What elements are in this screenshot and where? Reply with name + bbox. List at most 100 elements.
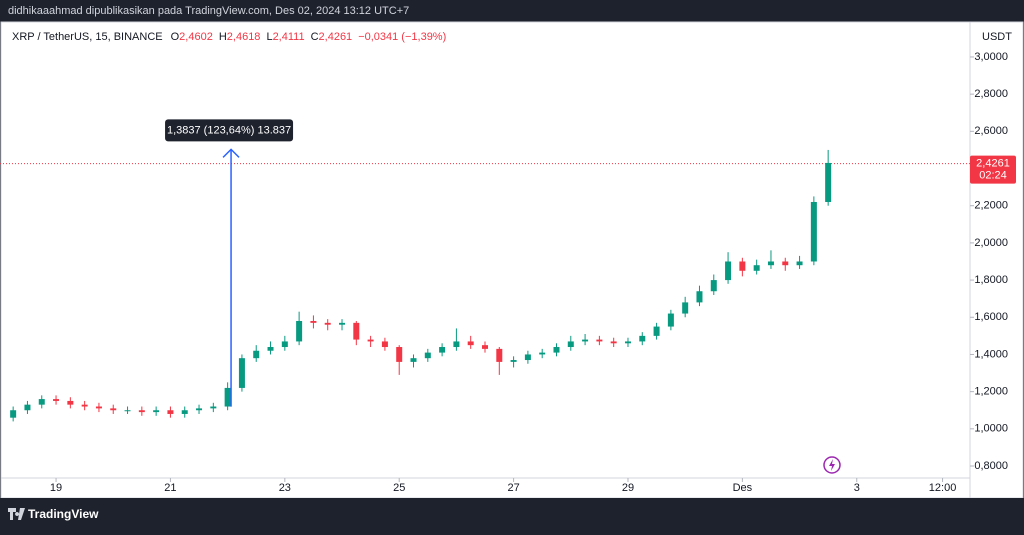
- price-unit: USDT: [982, 31, 1012, 43]
- candle-body: [53, 399, 60, 401]
- measure-box: [165, 119, 294, 142]
- ohlc-label: C: [311, 31, 319, 43]
- candle-body: [310, 320, 317, 323]
- candle-body: [753, 265, 760, 271]
- candle-body: [553, 347, 560, 353]
- candle-body: [539, 352, 546, 355]
- candle-body: [367, 339, 374, 342]
- candle-body: [167, 410, 174, 414]
- y-tick-label: 0,8000: [974, 460, 1008, 472]
- ohlc-value: 2,4261: [319, 31, 353, 43]
- header-title: didhikaaahmad dipublikasikan pada Tradin…: [8, 5, 409, 17]
- candle-body: [467, 341, 474, 346]
- candle-body: [482, 345, 488, 349]
- x-tick-label: 19: [50, 482, 62, 494]
- candle-body: [639, 335, 646, 342]
- candle-body: [124, 410, 131, 412]
- candle-body: [782, 261, 789, 266]
- candle-body: [725, 261, 732, 281]
- last-price-box: [970, 155, 1016, 184]
- y-tick-label: 1,0000: [974, 423, 1008, 435]
- y-tick-label: 2,6000: [974, 125, 1008, 137]
- y-tick-label: 1,4000: [974, 348, 1008, 360]
- candle-body: [81, 404, 88, 407]
- candle-body: [196, 408, 203, 411]
- candle-body: [567, 341, 574, 348]
- x-tick-label: 27: [507, 482, 519, 494]
- ohlc-label: L: [266, 31, 272, 43]
- candle-body: [281, 341, 288, 348]
- y-tick-label: 3,0000: [974, 51, 1008, 63]
- ohlc-value: 2,4111: [273, 31, 305, 43]
- candle-body: [510, 360, 517, 362]
- y-tick-label: 2,8000: [974, 88, 1008, 100]
- footer-bar: [0, 498, 1024, 530]
- x-tick-label: 29: [622, 482, 634, 494]
- brand-name: TradingView: [28, 507, 99, 521]
- x-tick-label: 23: [279, 482, 291, 494]
- symbol: XRP / TetherUS, 15, BINANCE: [12, 31, 163, 43]
- candle-body: [181, 410, 188, 414]
- symbol-legend: XRP / TetherUS, 15, BINANCE O2,4602 H2,461…: [12, 31, 446, 43]
- candle-body: [138, 410, 145, 413]
- candle-body: [796, 261, 803, 266]
- brand-logo: [8, 508, 25, 520]
- candle-body: [424, 352, 431, 359]
- candle-body: [353, 322, 360, 340]
- candle-body: [95, 406, 102, 409]
- candle-body: [610, 341, 617, 344]
- candle-body: [324, 322, 331, 325]
- candle-body: [496, 348, 503, 362]
- y-tick-label: 2,2000: [974, 200, 1008, 212]
- candle-body: [524, 354, 531, 361]
- x-tick-label: 12:00: [929, 482, 957, 494]
- x-tick-label: 25: [393, 482, 405, 494]
- candle-body: [624, 341, 631, 344]
- candle-body: [267, 347, 274, 351]
- ohlc-value: 2,4618: [227, 31, 261, 43]
- y-tick-label: 1,2000: [974, 386, 1008, 398]
- candle-body: [410, 358, 417, 362]
- candle-body: [238, 358, 245, 388]
- candle-body: [396, 347, 403, 362]
- candle-body: [596, 339, 603, 342]
- candle-body: [696, 291, 703, 303]
- candle-body: [210, 406, 217, 409]
- y-tick-label: 1,8000: [974, 274, 1008, 286]
- ohlc-value: 2,4602: [179, 31, 213, 43]
- candle-body: [682, 302, 689, 314]
- candle-body: [453, 341, 460, 348]
- candle-body: [67, 400, 74, 405]
- candle-body: [381, 341, 388, 348]
- candle-body: [10, 410, 17, 418]
- lightning-icon[interactable]: [823, 456, 841, 474]
- candle-body: [439, 347, 446, 353]
- y-tick-label: 2,0000: [974, 237, 1008, 249]
- candle-body: [739, 261, 746, 271]
- candle-body: [296, 320, 303, 342]
- ohlc-label: O: [171, 31, 180, 43]
- measure-arrowhead: [222, 148, 240, 158]
- lightning-glyph: [829, 459, 835, 471]
- ohlc-label: H: [219, 31, 227, 43]
- candle-body: [667, 313, 674, 327]
- candle-body: [38, 399, 45, 405]
- x-tick-label: 21: [164, 482, 176, 494]
- candle-body: [767, 261, 774, 266]
- candle-body: [710, 280, 717, 292]
- x-tick-label: Des: [733, 482, 753, 494]
- countdown: 02:24: [979, 170, 1007, 182]
- y-tick-label: 1,6000: [974, 311, 1008, 323]
- candle-body: [810, 201, 817, 262]
- last-price-label: 2,4261: [976, 158, 1010, 170]
- measure-label: 1,3837 (123,64%) 13.837: [167, 124, 291, 136]
- candle-body: [653, 326, 660, 336]
- candle-body: [253, 350, 260, 359]
- candle-body: [24, 404, 31, 411]
- candle-body: [153, 410, 160, 413]
- candle-body: [825, 162, 832, 202]
- candle-body: [110, 408, 117, 411]
- change: −0,0341 (−1,39%): [358, 31, 446, 43]
